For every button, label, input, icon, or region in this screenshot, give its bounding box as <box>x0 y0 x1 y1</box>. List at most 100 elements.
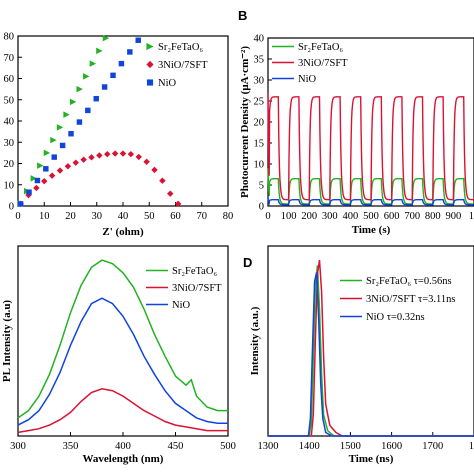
panel-label-b: B <box>238 8 247 23</box>
legend-label: Sr₂FeTaO₆ <box>298 42 343 53</box>
data-point <box>174 200 182 208</box>
y-tick-label: 0 <box>9 202 14 213</box>
panel-b-photocurrent-plot: 0100200300400500600700800900100510152025… <box>239 34 474 236</box>
data-point <box>76 119 83 125</box>
data-point <box>93 95 99 102</box>
data-point <box>135 37 141 43</box>
y-tick-label: 15 <box>254 139 265 150</box>
data-point <box>167 190 174 197</box>
x-tick-label: 400 <box>343 211 359 222</box>
data-point <box>127 49 133 55</box>
x-tick-label: 20 <box>65 211 76 222</box>
y-tick-label: 60 <box>4 74 15 85</box>
data-series-line <box>268 272 474 437</box>
data-point <box>118 60 125 67</box>
x-axis-label: Time (ns) <box>349 453 394 465</box>
y-axis-label: Intensity (a.u.) <box>249 306 261 375</box>
data-series-line <box>268 265 474 437</box>
data-point <box>85 107 91 114</box>
legend-label: 3NiO/7SFT τ=3.11ns <box>366 294 456 305</box>
data-point <box>64 163 72 170</box>
x-tick-label: 800 <box>425 211 441 222</box>
data-point <box>88 154 95 161</box>
data-series-line <box>267 92 474 201</box>
x-tick-label: 1400 <box>299 441 320 452</box>
legend-label: NiO <box>172 300 191 311</box>
x-axis-label: Time (s) <box>352 224 391 236</box>
data-series-line <box>17 297 228 426</box>
data-point <box>127 150 135 158</box>
x-tick-label: 500 <box>363 211 379 222</box>
x-tick-label: 1700 <box>422 441 443 452</box>
data-point <box>30 175 37 182</box>
x-tick-label: 700 <box>404 211 420 222</box>
data-point <box>48 172 56 179</box>
data-series-line <box>17 259 228 419</box>
data-point <box>43 149 51 157</box>
y-tick-label: 5 <box>259 181 264 192</box>
y-tick-label: 40 <box>254 34 265 45</box>
data-point <box>76 85 83 93</box>
data-point <box>101 84 108 90</box>
data-point <box>104 150 111 158</box>
x-tick-label: 0 <box>15 211 20 222</box>
x-tick-label: 900 <box>446 211 462 222</box>
legend-label: NiO τ=0.32ns <box>366 312 425 323</box>
y-tick-label: 50 <box>4 95 15 106</box>
x-tick-label: 400 <box>115 441 131 452</box>
legend-label: Sr₂FeTaO₆ <box>172 266 217 277</box>
x-tick-label: 1300 <box>258 441 279 452</box>
y-tick-label: 10 <box>254 160 265 171</box>
x-tick-label: 60 <box>170 211 181 222</box>
x-tick-label: 30 <box>92 211 103 222</box>
panel-c-pl-spectra-plot: 300 350 400 450 500 Wavelength (nm) PL Intensi… <box>1 245 236 465</box>
x-tick-label: 300 <box>322 211 338 222</box>
data-point <box>50 136 57 144</box>
data-point <box>143 158 150 165</box>
y-tick-label: 35 <box>254 55 265 66</box>
x-tick-label: 600 <box>384 211 400 222</box>
data-point <box>96 47 103 55</box>
y-tick-label: 40 <box>4 117 15 128</box>
data-point <box>151 166 158 174</box>
legend-label: 3NiO/7SFT <box>172 283 222 294</box>
data-point <box>56 124 64 131</box>
data-point <box>26 189 32 195</box>
y-axis-label: Photocurrent Density (μA·cm⁻²) <box>239 46 251 198</box>
plot-frame <box>267 245 474 437</box>
data-point <box>51 154 57 160</box>
panel-label-d: D <box>243 255 252 270</box>
data-point <box>89 60 97 67</box>
data-point <box>102 34 110 42</box>
data-point <box>68 131 74 137</box>
y-tick-label: 25 <box>254 97 265 108</box>
y-tick-label: 30 <box>254 76 265 87</box>
y-tick-label: 20 <box>254 118 265 129</box>
data-point <box>34 177 41 184</box>
x-axis-label: Wavelength (nm) <box>83 453 164 465</box>
data-point <box>111 150 119 157</box>
x-tick-label: 80 <box>223 211 234 222</box>
data-point <box>96 152 103 159</box>
data-point <box>83 73 90 80</box>
legend-label: NiO <box>298 74 317 85</box>
y-axis-label: PL Intensity (a.u) <box>1 300 13 383</box>
legend-marker <box>146 79 154 86</box>
x-tick-label: 300 <box>10 441 26 452</box>
data-point <box>59 142 66 149</box>
y-tick-label: 30 <box>4 138 15 149</box>
data-point <box>17 201 24 207</box>
data-point <box>135 153 142 161</box>
data-point <box>33 184 40 192</box>
x-tick-label: 50 <box>144 211 155 222</box>
data-point <box>56 167 64 174</box>
x-tick-label: 0 <box>265 211 270 222</box>
x-tick-label: 70 <box>197 211 208 222</box>
data-series-line <box>17 388 228 434</box>
x-axis-label: Z' (ohm) <box>102 226 144 238</box>
x-tick-label: 40 <box>118 211 129 222</box>
data-point <box>119 150 127 157</box>
x-tick-label: 18 <box>469 441 474 452</box>
panel-d-trpl-decay-plot: 1300 1400 1500 1600 1700 18 Time (ns) Intensity… <box>249 245 474 465</box>
legend-marker <box>146 60 154 69</box>
